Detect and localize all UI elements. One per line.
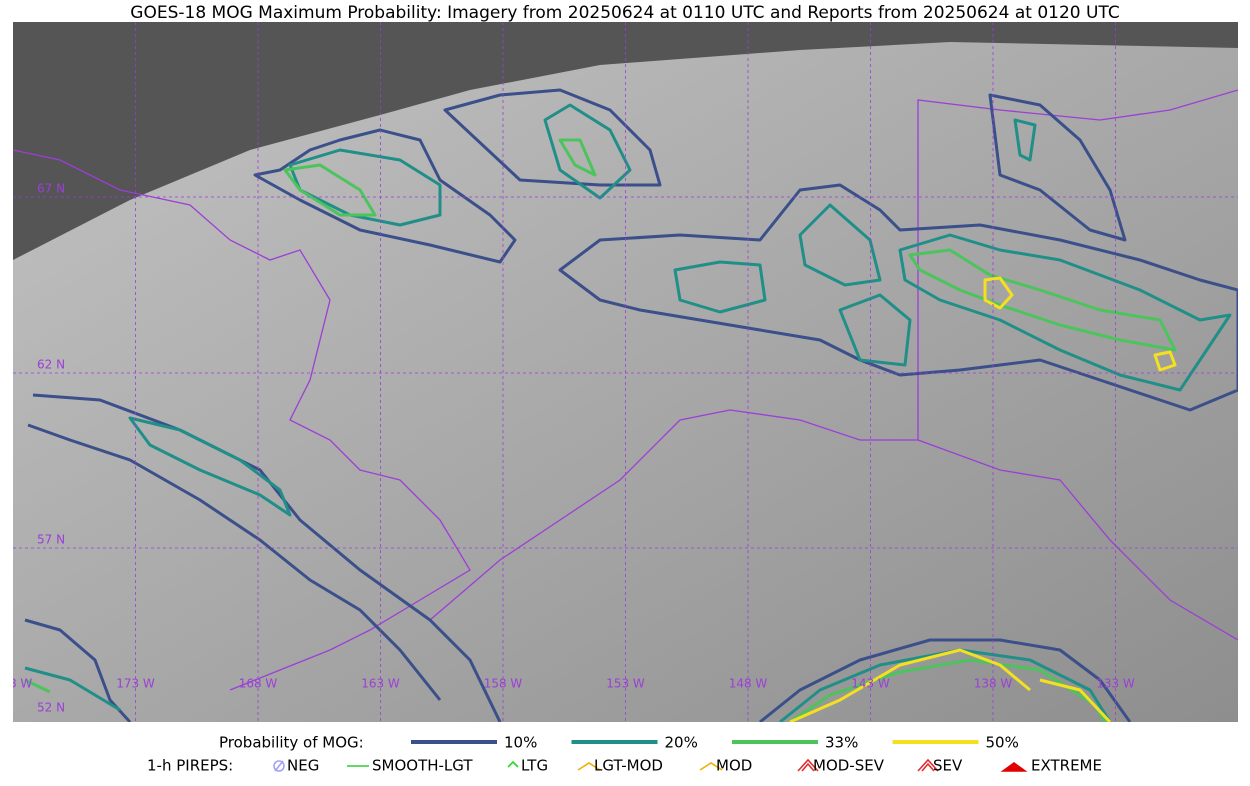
lon-label: 158 W xyxy=(484,677,523,691)
lon-label: 168 W xyxy=(239,677,278,691)
pirep-icon xyxy=(917,758,939,772)
legend-item: NEG xyxy=(287,757,319,775)
legend-label: 1-h PIREPS: xyxy=(147,757,233,775)
legend-item: LGT-MOD xyxy=(594,757,663,775)
lat-label: 62 N xyxy=(37,358,65,372)
legend-item: SEV xyxy=(933,757,963,775)
legend-item: EXTREME xyxy=(1031,757,1102,775)
contours xyxy=(24,88,1238,722)
graticule: 67 N 62 N 57 N 52 N 178 W 173 W 168 W 163 W 158 … xyxy=(0,22,1238,722)
lon-label: 138 W xyxy=(974,677,1013,691)
map: 67 N 62 N 57 N 52 N 178 W 173 W 168 W 163 W 158 … xyxy=(0,22,1238,722)
title: GOES-18 MOG Maximum Probability: Imagery… xyxy=(130,3,1119,23)
lon-label: 143 W xyxy=(851,677,890,691)
pirep-icon xyxy=(797,758,819,772)
legend-item: MOD xyxy=(716,757,752,775)
legend-item: SMOOTH-LGT xyxy=(372,757,473,775)
legend-item: 33% xyxy=(825,734,858,752)
legend-item: 20% xyxy=(665,734,698,752)
legend-label: Probability of MOG: xyxy=(219,734,364,752)
lat-label: 57 N xyxy=(37,533,65,547)
lon-label: 173 W xyxy=(116,677,155,691)
no-data-area xyxy=(13,22,1238,260)
lat-label: 52 N xyxy=(37,701,65,715)
lat-label: 67 N xyxy=(37,182,65,196)
pirep-icon xyxy=(577,762,601,771)
lon-label: 133 W xyxy=(1096,677,1135,691)
pirep-icon xyxy=(1000,762,1028,772)
legend-item: MOD-SEV xyxy=(813,757,885,775)
lon-label: 178 W xyxy=(0,677,32,691)
legend: Probability of MOG: 10% 20% 33% 50% 1-h PIREP… xyxy=(147,734,1102,775)
pirep-icon xyxy=(507,760,519,768)
legend-item: 10% xyxy=(504,734,537,752)
pirep-icon xyxy=(273,760,285,772)
lon-label: 153 W xyxy=(606,677,645,691)
legend-item: LTG xyxy=(521,757,548,775)
lon-label: 148 W xyxy=(729,677,768,691)
legend-item: 50% xyxy=(986,734,1019,752)
pirep-icon xyxy=(699,762,723,771)
lon-label: 163 W xyxy=(361,677,400,691)
coastline xyxy=(13,89,1238,691)
